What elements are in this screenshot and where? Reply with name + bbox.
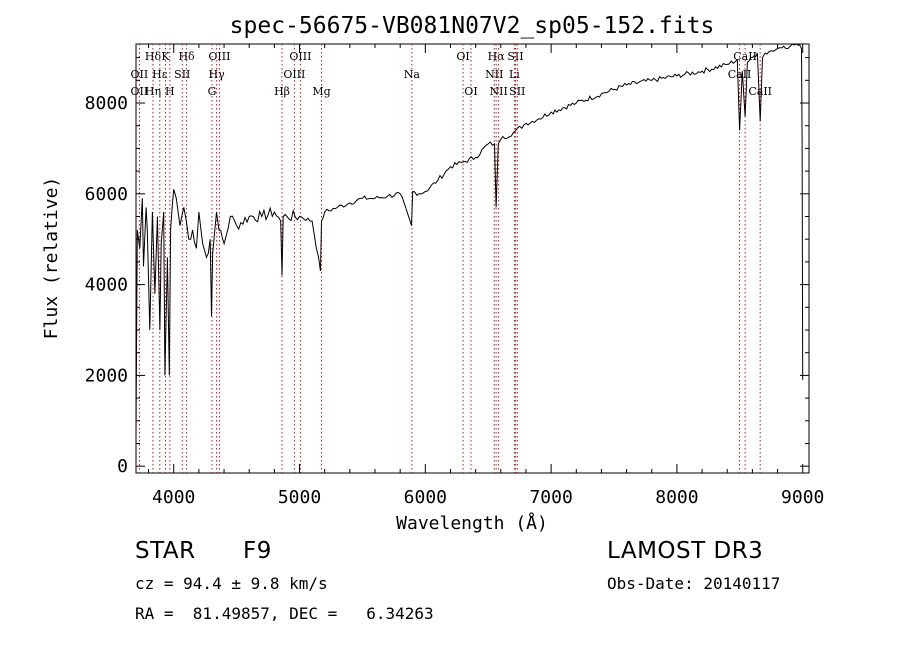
spectral-line-label: CaII (728, 68, 752, 81)
spectral-line-label: OIII (208, 50, 230, 63)
axis-ticks: 4000 5000 6000 7000 8000 9000 0 2000 4000 6000 800… (85, 44, 824, 508)
redshift-cz: cz = 94.4 ± 9.8 km/s (135, 574, 328, 593)
spectral-line-label: CaII (748, 85, 772, 98)
spectrum-series-line (135, 43, 804, 435)
spectral-line-label: Mg (312, 85, 330, 98)
spectral-line-label: OII (131, 85, 149, 98)
coordinates: RA = 81.49857, DEC = 6.34263 (135, 604, 434, 623)
y-tick-label: 8000 (85, 93, 128, 114)
spectral-line-label: SII (174, 68, 190, 81)
survey-name: LAMOST DR3 (607, 538, 764, 564)
y-tick-label: 0 (117, 456, 128, 477)
x-axis-label: Wavelength (Å) (396, 512, 548, 534)
spectral-line-label: Hδ (178, 50, 195, 63)
spectral-line-label: H (165, 85, 175, 98)
spectral-line-label: OIII (289, 50, 311, 63)
x-tick-label: 7000 (529, 487, 572, 508)
spectral-line-label: OIII (283, 68, 305, 81)
spectral-line-label: Hδ (145, 50, 162, 63)
spectral-line-label: OII (131, 68, 149, 81)
x-tick-label: 9000 (781, 487, 824, 508)
spectral-line-label: Na (404, 68, 421, 81)
spectral-line-label: SII (509, 85, 525, 98)
y-tick-label: 4000 (85, 275, 128, 296)
object-class: STAR (135, 538, 196, 564)
spectral-line-label: K (161, 50, 170, 63)
spectral-line-label: NII (485, 68, 503, 81)
spectral-line-label: Hε (152, 68, 168, 81)
object-subclass: F9 (243, 538, 272, 564)
spectral-line-label: OI (456, 50, 469, 63)
spectral-line-label: SII (507, 50, 523, 63)
spectral-line-label: NII (490, 85, 508, 98)
plot-frame (135, 43, 810, 474)
spectral-line-label: G (208, 85, 217, 98)
observation-date: Obs-Date: 20140117 (607, 574, 781, 593)
y-axis-label: Flux (relative) (41, 177, 62, 340)
x-tick-label: 8000 (655, 487, 698, 508)
spectral-line-label: OI (464, 85, 477, 98)
spectral-line-label: Hα (488, 50, 506, 63)
y-tick-label: 2000 (85, 365, 128, 386)
spectral-line-label: Hβ (274, 85, 290, 98)
x-tick-label: 5000 (278, 487, 321, 508)
x-tick-label: 6000 (404, 487, 447, 508)
spectral-line-label: Li (509, 68, 520, 81)
spectral-line-label: Hη (145, 85, 161, 98)
chart-title: spec-56675-VB081N07V2_sp05-152.fits (230, 13, 715, 39)
spectral-line-label: Hγ (209, 68, 226, 81)
y-tick-label: 6000 (85, 184, 128, 205)
x-tick-label: 4000 (152, 487, 195, 508)
